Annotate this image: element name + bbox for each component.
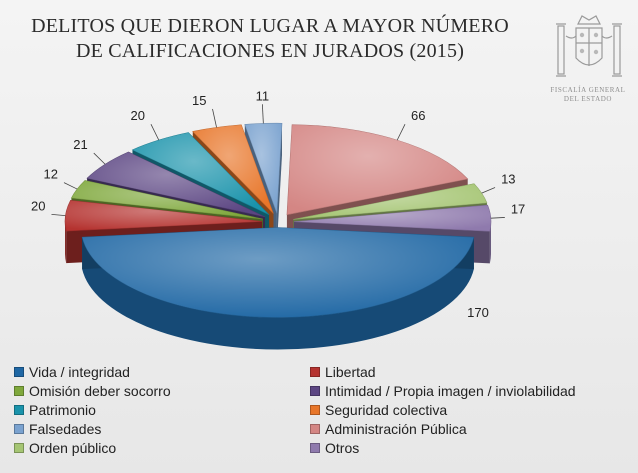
legend-item-seguridad-colectiva: Seguridad colectiva — [310, 400, 610, 419]
chart-legend: Vida / integridad Libertad Omisión deber s… — [14, 362, 624, 457]
data-label-vida-integridad: 170 — [467, 305, 489, 320]
chart-title-line2: DE CALIFICACIONES EN JURADOS (2015) — [75, 40, 465, 62]
data-label-otros: 17 — [511, 201, 525, 216]
legend-item-intimidad-propia-imagen-inviolabilidad: Intimidad / Propia imagen / inviolabilid… — [310, 381, 610, 400]
legend-label: Administración Pública — [325, 420, 467, 437]
legend-swatch — [310, 366, 320, 377]
legend-swatch — [14, 423, 24, 434]
data-label-intimidad-propia-imagen-inviolabilidad: 21 — [73, 137, 87, 152]
leader-line-patrimonio — [150, 124, 160, 141]
legend-swatch — [14, 404, 24, 415]
leader-line-otros — [490, 217, 505, 219]
legend-label: Falsedades — [29, 420, 102, 437]
logo-text-line2: DEL ESTADO — [563, 95, 613, 103]
legend-item-libertad: Libertad — [310, 362, 610, 381]
chart-title-line1: DELITOS QUE DIERON LUGAR A MAYOR NÚMERO — [31, 15, 509, 37]
chart-title: DELITOS QUE DIERON LUGAR A MAYOR NÚMERO … — [0, 14, 540, 64]
legend-swatch — [14, 366, 24, 377]
legend-item-orden-publico: Orden público — [14, 438, 310, 457]
legend-swatch — [14, 385, 24, 396]
legend-item-patrimonio: Patrimonio — [14, 400, 310, 419]
logo-text-line1: FISCALÍA GENERAL — [550, 86, 626, 94]
legend-item-falsedades: Falsedades — [14, 419, 310, 438]
data-label-administracion-publica: 66 — [411, 108, 425, 123]
leader-line-intimidad-propia-imagen-inviolabilidad — [93, 152, 106, 165]
legend-label: Seguridad colectiva — [325, 401, 448, 418]
legend-item-administracion-publica: Administración Pública — [310, 419, 610, 438]
legend-item-vida-integridad: Vida / integridad — [14, 362, 310, 381]
leader-line-omision-deber-socorro — [63, 182, 78, 190]
leader-line-administracion-publica — [396, 124, 406, 141]
legend-item-otros: Otros — [310, 438, 610, 457]
data-label-seguridad-colectiva: 15 — [192, 93, 206, 108]
legend-swatch — [310, 423, 320, 434]
data-label-orden-publico: 13 — [501, 171, 515, 186]
legend-label: Omisión deber socorro — [29, 382, 171, 399]
leader-line-seguridad-colectiva — [212, 108, 217, 128]
logo-text: FISCALÍA GENERAL DEL ESTADO — [538, 86, 638, 104]
legend-swatch — [310, 404, 320, 415]
legend-item-omision-deber-socorro: Omisión deber socorro — [14, 381, 310, 400]
data-label-patrimonio: 20 — [131, 108, 145, 123]
legend-label: Vida / integridad — [29, 363, 130, 380]
legend-label: Orden público — [29, 439, 117, 456]
data-label-falsedades: 11 — [256, 88, 270, 103]
coat-of-arms-logo — [556, 15, 622, 77]
legend-label: Libertad — [325, 363, 376, 380]
leader-line-orden-publico — [481, 187, 496, 194]
leader-line-libertad — [51, 213, 66, 217]
leader-line-falsedades — [261, 104, 264, 124]
legend-label: Otros — [325, 439, 360, 456]
slice-vida-integridad — [81, 227, 475, 350]
legend-label: Intimidad / Propia imagen / inviolabilid… — [325, 382, 576, 399]
legend-swatch — [14, 442, 24, 453]
legend-label: Patrimonio — [29, 401, 96, 418]
data-label-omision-deber-socorro: 12 — [44, 167, 58, 182]
legend-swatch — [310, 442, 320, 453]
legend-swatch — [310, 385, 320, 396]
data-label-libertad: 20 — [31, 198, 45, 213]
